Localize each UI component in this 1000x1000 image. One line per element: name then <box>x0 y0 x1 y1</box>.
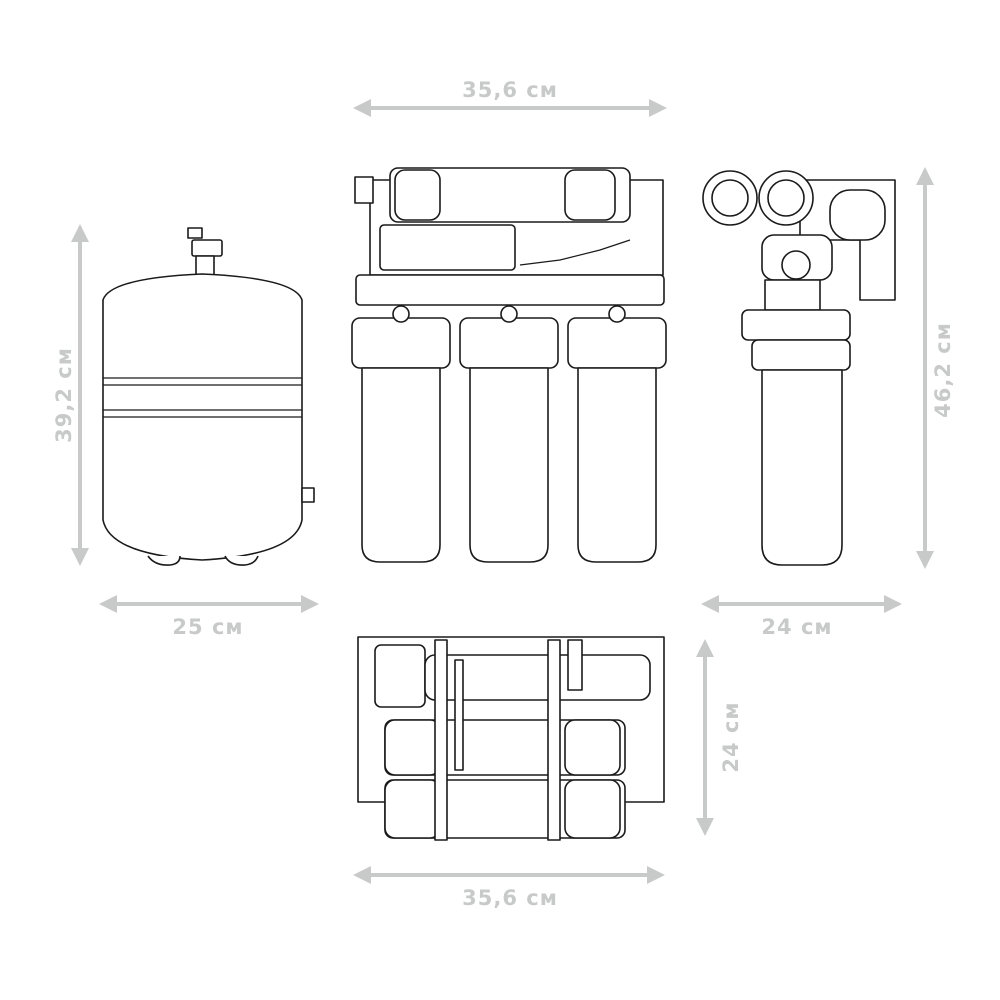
tank-width-label: 25 см <box>172 615 243 639</box>
front-width-label: 35,6 см <box>462 78 558 102</box>
dimension-side-depth: 24 см <box>701 595 902 639</box>
filter-housing-3 <box>567 305 667 563</box>
front-view-drawing <box>351 167 667 563</box>
top-view-drawing <box>357 636 665 841</box>
filter-housing-2 <box>459 305 559 563</box>
dimension-tank-width: 25 см <box>99 595 319 639</box>
top-width-label: 35,6 см <box>462 886 558 910</box>
side-height-label: 46,2 см <box>931 322 955 418</box>
dimension-front-width: 35,6 см <box>353 78 667 117</box>
top-depth-label: 24 см <box>719 701 743 772</box>
side-view-drawing <box>702 170 896 566</box>
storage-tank-drawing <box>102 227 315 566</box>
tank-height-label: 39,2 см <box>52 347 76 443</box>
dimension-side-height: 46,2 см <box>916 167 955 569</box>
dimension-top-width: 35,6 см <box>353 866 665 910</box>
side-depth-label: 24 см <box>761 615 832 639</box>
dimension-tank-height: 39,2 см <box>52 224 89 566</box>
filter-housing-1 <box>351 305 451 563</box>
dimension-top-depth: 24 см <box>696 639 743 836</box>
